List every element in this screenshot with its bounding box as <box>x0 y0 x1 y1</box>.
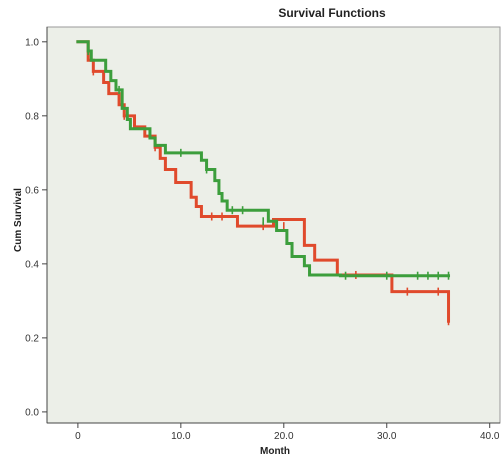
x-tick-label: 40.0 <box>480 431 500 442</box>
chart-title: Survival Functions <box>278 6 386 20</box>
y-axis-label: Cum Survival <box>13 188 24 252</box>
y-tick-label: 1.0 <box>25 37 39 48</box>
y-tick-label: 0.4 <box>25 259 39 270</box>
y-tick-label: 0.0 <box>25 407 39 418</box>
km-series-line-1 <box>76 40 451 323</box>
y-tick-label: 0.6 <box>25 185 39 196</box>
y-tick-label: 0.2 <box>25 333 39 344</box>
x-tick-label: 30.0 <box>377 431 397 442</box>
x-tick-label: 10.0 <box>171 431 191 442</box>
y-tick-label: 0.8 <box>25 111 39 122</box>
x-axis-label: Month <box>260 446 290 457</box>
km-series-line-2 <box>76 40 451 278</box>
series-layer <box>76 40 451 326</box>
axes: 0 10.0 20.0 30.0 40.0 0.0 0.2 0.4 0.6 0.8 1.0 <box>25 27 500 442</box>
x-tick-label: 20.0 <box>274 431 294 442</box>
x-tick-label: 0 <box>75 431 81 442</box>
